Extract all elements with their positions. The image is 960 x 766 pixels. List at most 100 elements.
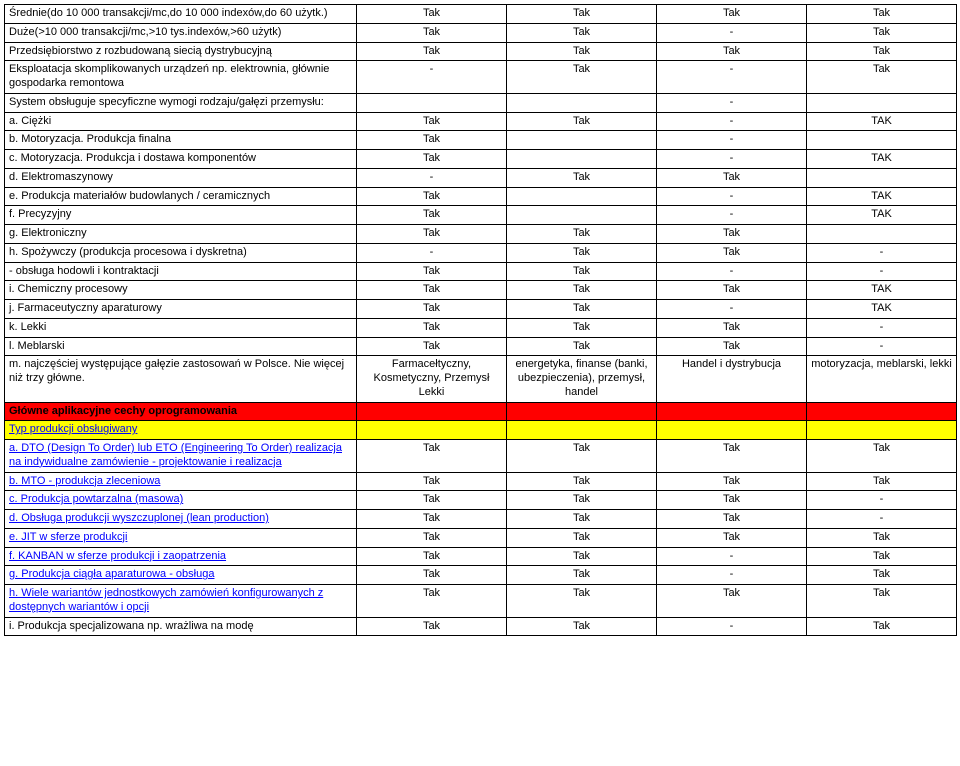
cell xyxy=(657,421,807,440)
cell: Tak xyxy=(807,42,957,61)
cell: - xyxy=(657,547,807,566)
cell: Tak xyxy=(807,566,957,585)
cell: Tak xyxy=(807,472,957,491)
table-row: e. Produkcja materiałów budowlanych / ce… xyxy=(5,187,957,206)
cell: Tak xyxy=(357,585,507,618)
table-row: g. Produkcja ciągła aparaturowa - obsług… xyxy=(5,566,957,585)
cell: Tak xyxy=(507,5,657,24)
cell xyxy=(507,187,657,206)
cell: energetyka, finanse (banki, ubezpieczeni… xyxy=(507,356,657,402)
cell: Tak xyxy=(807,440,957,473)
section-header: Główne aplikacyjne cechy oprogramowania xyxy=(5,402,957,421)
cell: - xyxy=(357,61,507,94)
cell: Tak xyxy=(357,206,507,225)
cell: Tak xyxy=(357,472,507,491)
row-label: Przedsiębiorstwo z rozbudowaną siecią dy… xyxy=(5,42,357,61)
cell: - xyxy=(807,491,957,510)
table-row: System obsługuje specyficzne wymogi rodz… xyxy=(5,93,957,112)
cell: - xyxy=(657,206,807,225)
cell: Tak xyxy=(507,61,657,94)
cell: - xyxy=(807,318,957,337)
table-row: b. Motoryzacja. Produkcja finalnaTak- xyxy=(5,131,957,150)
cell: TAK xyxy=(807,206,957,225)
cell: - xyxy=(807,262,957,281)
cell: Tak xyxy=(357,566,507,585)
cell: Tak xyxy=(507,42,657,61)
cell: Tak xyxy=(357,42,507,61)
table-row: h. Wiele wariantów jednostkowych zamówie… xyxy=(5,585,957,618)
cell xyxy=(357,93,507,112)
cell: Tak xyxy=(507,23,657,42)
row-label: e. JIT w sferze produkcji xyxy=(5,528,357,547)
row-label: g. Produkcja ciągła aparaturowa - obsług… xyxy=(5,566,357,585)
cell: Tak xyxy=(357,262,507,281)
cell: - xyxy=(657,150,807,169)
cell: Tak xyxy=(507,262,657,281)
cell: Tak xyxy=(807,23,957,42)
cell: Tak xyxy=(657,491,807,510)
cell: Tak xyxy=(357,440,507,473)
cell: Tak xyxy=(357,510,507,529)
cell: Tak xyxy=(657,318,807,337)
cell: Tak xyxy=(357,547,507,566)
row-label: c. Produkcja powtarzalna (masowa) xyxy=(5,491,357,510)
section-subheader: Typ produkcji obsługiwany xyxy=(5,421,957,440)
cell: Tak xyxy=(357,112,507,131)
table-row: i. Chemiczny procesowyTakTakTakTAK xyxy=(5,281,957,300)
row-label: a. DTO (Design To Order) lub ETO (Engine… xyxy=(5,440,357,473)
cell: TAK xyxy=(807,281,957,300)
cell: Tak xyxy=(657,528,807,547)
cell: - xyxy=(657,187,807,206)
cell: TAK xyxy=(807,300,957,319)
row-label: e. Produkcja materiałów budowlanych / ce… xyxy=(5,187,357,206)
cell: Tak xyxy=(357,281,507,300)
cell: Tak xyxy=(657,472,807,491)
cell: - xyxy=(357,243,507,262)
cell: - xyxy=(807,243,957,262)
cell: - xyxy=(807,510,957,529)
row-label: j. Farmaceutyczny aparaturowy xyxy=(5,300,357,319)
comparison-table: Średnie(do 10 000 transakcji/mc,do 10 00… xyxy=(4,4,957,636)
cell: Tak xyxy=(657,5,807,24)
row-label: f. KANBAN w sferze produkcji i zaopatrze… xyxy=(5,547,357,566)
cell: Tak xyxy=(357,300,507,319)
table-row: a. DTO (Design To Order) lub ETO (Engine… xyxy=(5,440,957,473)
table-row: c. Motoryzacja. Produkcja i dostawa komp… xyxy=(5,150,957,169)
cell: Tak xyxy=(807,547,957,566)
cell: Tak xyxy=(357,318,507,337)
cell: Tak xyxy=(507,318,657,337)
cell: TAK xyxy=(807,112,957,131)
cell: Tak xyxy=(357,617,507,636)
cell xyxy=(357,421,507,440)
cell: Tak xyxy=(657,42,807,61)
cell: Tak xyxy=(507,510,657,529)
cell: Tak xyxy=(507,168,657,187)
cell: Tak xyxy=(507,547,657,566)
cell xyxy=(507,150,657,169)
table-row: d. Obsługa produkcji wyszczuplonej (lean… xyxy=(5,510,957,529)
row-label: Duże(>10 000 transakcji/mc,>10 tys.index… xyxy=(5,23,357,42)
cell: - xyxy=(657,112,807,131)
row-label: h. Wiele wariantów jednostkowych zamówie… xyxy=(5,585,357,618)
cell: Tak xyxy=(357,23,507,42)
cell: - xyxy=(357,168,507,187)
cell: Tak xyxy=(807,528,957,547)
cell xyxy=(807,93,957,112)
cell: Tak xyxy=(357,131,507,150)
cell: Tak xyxy=(507,566,657,585)
cell: Tak xyxy=(507,225,657,244)
cell xyxy=(507,131,657,150)
cell: Tak xyxy=(507,528,657,547)
cell: Tak xyxy=(657,281,807,300)
row-label: System obsługuje specyficzne wymogi rodz… xyxy=(5,93,357,112)
cell xyxy=(807,131,957,150)
cell: Tak xyxy=(507,440,657,473)
row-label: m. najczęściej występujące gałęzie zasto… xyxy=(5,356,357,402)
table-row: b. MTO - produkcja zleceniowaTakTakTakTa… xyxy=(5,472,957,491)
table-row: k. LekkiTakTakTak- xyxy=(5,318,957,337)
cell xyxy=(507,402,657,421)
row-label: l. Meblarski xyxy=(5,337,357,356)
cell: Tak xyxy=(357,150,507,169)
cell: Tak xyxy=(807,61,957,94)
cell: Tak xyxy=(357,337,507,356)
